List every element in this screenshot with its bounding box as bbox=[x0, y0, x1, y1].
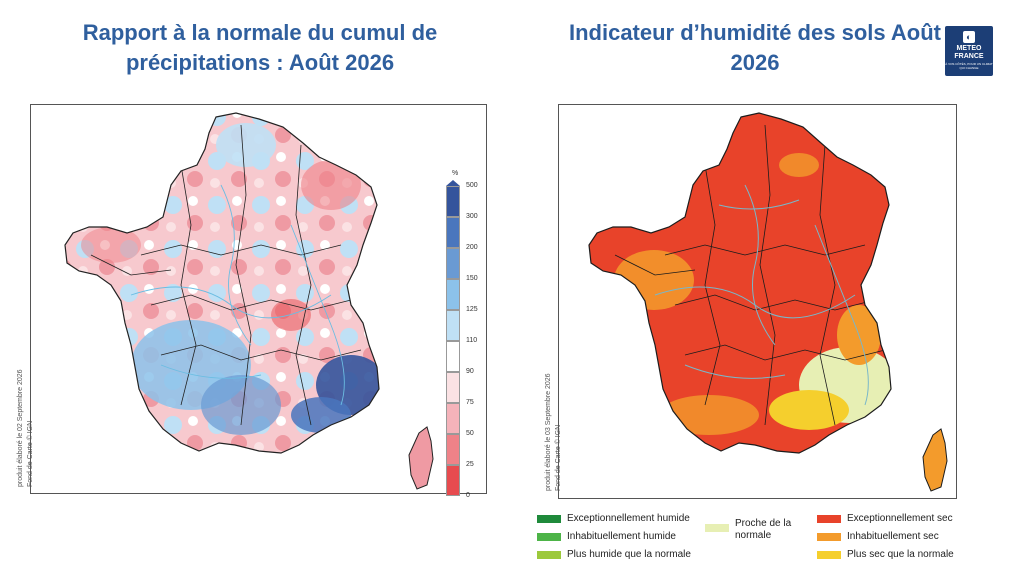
logo-tagline: À VOS CÔTÉS, POUR UN CLIMAT QUI CHANGE bbox=[945, 62, 993, 70]
legend-label: Inhabituellement sec bbox=[847, 531, 939, 542]
precipitation-credit-ign: Fond de Carte © IGN bbox=[27, 420, 34, 487]
scale-tick-label: 90 bbox=[466, 368, 474, 375]
scale-tick-label: 500 bbox=[466, 182, 478, 189]
scale-tick-label: 125 bbox=[466, 306, 478, 313]
legend-swatch bbox=[817, 533, 841, 541]
legend-swatch bbox=[537, 515, 561, 523]
scale-segment bbox=[446, 403, 460, 434]
legend-swatch bbox=[705, 524, 729, 532]
legend-swatch bbox=[537, 533, 561, 541]
legend-label: Proche de la normale bbox=[735, 518, 792, 541]
scale-segment bbox=[446, 279, 460, 310]
scale-tick-label: 200 bbox=[466, 244, 478, 251]
soil-moisture-map-title: Indicateur d’humidité des sols Août 2026 bbox=[568, 20, 941, 75]
legend-label: Inhabituellement humide bbox=[567, 531, 676, 542]
precipitation-credit-date: produit élaboré le 02 Septembre 2026 bbox=[17, 369, 24, 487]
scale-tick-label: 110 bbox=[466, 337, 478, 344]
legend-label: Plus sec que la normale bbox=[847, 549, 954, 560]
soil-moisture-map bbox=[588, 112, 948, 492]
scale-segment bbox=[446, 310, 460, 341]
scale-segment bbox=[446, 186, 460, 217]
logo-line-1: METEO bbox=[956, 45, 982, 52]
precipitation-map bbox=[64, 112, 434, 490]
scale-arrow-icon bbox=[446, 180, 460, 186]
scale-tick-label: 0 bbox=[466, 492, 470, 499]
scale-segment bbox=[446, 341, 460, 372]
legend-swatch bbox=[817, 551, 841, 559]
meteo-france-logo: ◐ METEO FRANCE À VOS CÔTÉS, POUR UN CLIM… bbox=[945, 26, 993, 76]
soil-moisture-map-panel: produit élaboré le 03 Septembre 2026 Fon… bbox=[545, 104, 957, 499]
scale-tick-label: 25 bbox=[466, 461, 474, 468]
legend-label: Exceptionnellement humide bbox=[567, 513, 690, 524]
scale-segment bbox=[446, 372, 460, 403]
logo-mark-icon: ◐ bbox=[963, 31, 975, 43]
soil-credit-date: produit élaboré le 03 Septembre 2026 bbox=[545, 373, 552, 491]
scale-tick-label: 50 bbox=[466, 430, 474, 437]
scale-segment bbox=[446, 465, 460, 496]
scale-unit: % bbox=[452, 170, 459, 177]
legend-swatch bbox=[817, 515, 841, 523]
scale-segment bbox=[446, 248, 460, 279]
soil-credit-ign: Fond de Carte © IGN bbox=[555, 424, 562, 491]
scale-tick-label: 150 bbox=[466, 275, 478, 282]
legend-label: Exceptionnellement sec bbox=[847, 513, 953, 524]
scale-segment bbox=[446, 217, 460, 248]
scale-tick-label: 75 bbox=[466, 399, 474, 406]
logo-line-2: FRANCE bbox=[954, 53, 984, 60]
scale-segment bbox=[446, 434, 460, 465]
legend-swatch bbox=[537, 551, 561, 559]
precipitation-map-panel: produit élaboré le 02 Septembre 2026 Fon… bbox=[17, 104, 487, 494]
legend-label: Plus humide que la normale bbox=[567, 549, 691, 560]
scale-tick-label: 300 bbox=[466, 213, 478, 220]
precipitation-map-title: Rapport à la normale du cumul de précipi… bbox=[82, 20, 438, 75]
